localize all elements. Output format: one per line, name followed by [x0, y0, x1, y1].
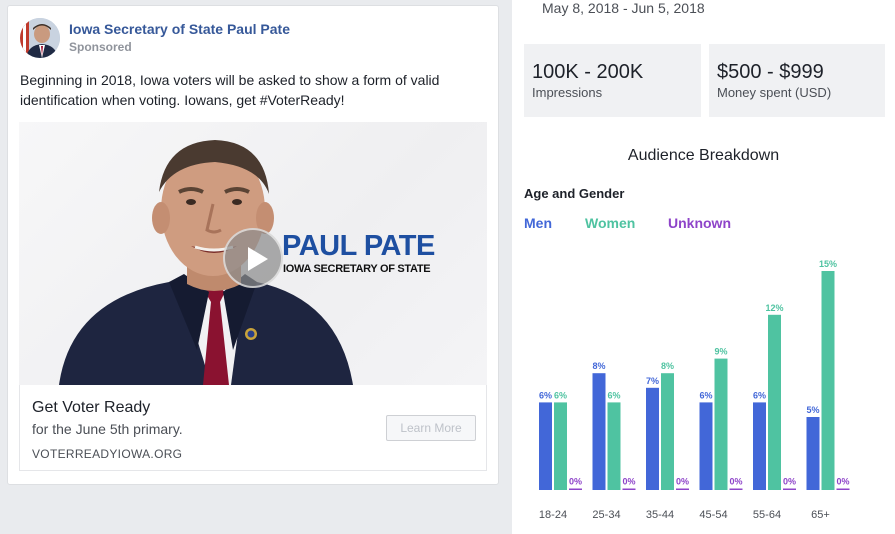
bar-label-women-65+: 15%	[819, 259, 837, 269]
bar-label-unknown-45-54: 0%	[729, 477, 742, 487]
avatar-image-icon	[20, 18, 60, 58]
x-tick-label-65+: 65+	[811, 509, 830, 521]
bar-label-women-25-34: 6%	[607, 390, 620, 400]
bar-women-45-54[interactable]	[714, 358, 728, 490]
bar-label-women-55-64: 12%	[765, 303, 783, 313]
x-tick-label-25-34: 25-34	[592, 509, 620, 521]
bar-women-65+[interactable]	[821, 271, 835, 490]
bar-label-women-45-54: 9%	[714, 347, 727, 357]
cta-subtitle: for the June 5th primary.	[32, 421, 183, 437]
age-gender-chart: 6% 6%0%18-248%6%0%25-347%8%0%35-446%9%0%4…	[539, 259, 850, 521]
bar-label-men-55-64: 6%	[753, 390, 766, 400]
bar-women-55-64[interactable]	[768, 314, 781, 490]
money-spent-value: $500 - $999	[717, 61, 824, 83]
bar-label-unknown-35-44: 0%	[676, 477, 689, 487]
bar-label-men-45-54: 6%	[699, 390, 712, 400]
impressions-box: 100K - 200K Impressions	[524, 44, 701, 117]
legend-men[interactable]: Men	[524, 215, 552, 231]
bar-men-35-44[interactable]	[646, 387, 659, 490]
x-tick-label-18-24: 18-24	[539, 509, 567, 521]
learn-more-button[interactable]: Learn More	[386, 415, 476, 441]
cta-box[interactable]: Get Voter Ready for the June 5th primary…	[19, 385, 487, 471]
bar-men-45-54[interactable]	[699, 402, 713, 490]
impressions-value: 100K - 200K	[532, 61, 644, 83]
bar-men-25-34[interactable]	[592, 373, 606, 490]
audience-breakdown-title: Audience Breakdown	[627, 147, 780, 164]
cta-url: VOTERREADYIOWA.ORG	[32, 447, 183, 461]
video-overlay-title: IOWA SECRETARY OF STATE	[283, 263, 431, 275]
bar-label-men-65+: 5%	[806, 405, 819, 415]
ad-body-text: Beginning in 2018, Iowa voters will be a…	[20, 72, 440, 108]
bar-label-men-18-24: 6%	[539, 390, 552, 400]
bar-label-unknown-25-34: 0%	[622, 477, 635, 487]
money-spent-box: $500 - $999 Money spent (USD)	[709, 44, 885, 117]
bar-women-25-34[interactable]	[607, 402, 621, 490]
bar-men-18-24[interactable]	[539, 402, 552, 490]
money-spent-label: Money spent (USD)	[717, 85, 832, 100]
bar-label-unknown-55-64: 0%	[783, 477, 796, 487]
ad-card: Iowa Secretary of State Paul Pate Sponso…	[7, 5, 499, 485]
bar-men-65+[interactable]	[806, 417, 820, 490]
legend-unknown[interactable]: Unknown	[668, 215, 731, 231]
bar-women-18-24[interactable]	[554, 402, 567, 490]
ad-video[interactable]: PAUL PATE IOWA SECRETARY OF STATE	[19, 122, 487, 385]
bar-label-men-25-34: 8%	[592, 361, 605, 371]
bar-unknown-25-34[interactable]	[622, 488, 636, 491]
page-name-link[interactable]: Iowa Secretary of State Paul Pate	[69, 21, 290, 37]
x-tick-label-45-54: 45-54	[699, 509, 727, 521]
impressions-label: Impressions	[532, 85, 603, 100]
bar-unknown-65+[interactable]	[836, 488, 850, 491]
bar-unknown-18-24[interactable]	[569, 488, 582, 491]
ad-header: Iowa Secretary of State Paul Pate Sponso…	[20, 18, 480, 58]
bar-label-women-35-44: 8%	[661, 361, 674, 371]
bar-label-women-18-24: 6%	[554, 390, 567, 400]
play-button-icon[interactable]	[223, 228, 283, 288]
video-overlay-name: PAUL PATE	[282, 230, 435, 262]
ad-insights-panel: May 8, 2018 - Jun 5, 2018 100K - 200K Im…	[512, 0, 895, 534]
legend-women[interactable]: Women	[585, 215, 636, 231]
bar-label-unknown-65+: 0%	[836, 477, 849, 487]
bar-unknown-45-54[interactable]	[729, 488, 743, 491]
age-gender-title: Age and Gender	[524, 186, 625, 201]
bar-unknown-55-64[interactable]	[783, 488, 796, 491]
bar-women-35-44[interactable]	[661, 373, 674, 490]
page-avatar[interactable]	[20, 18, 60, 58]
bar-men-55-64[interactable]	[753, 402, 766, 490]
bar-label-unknown-18-24: 0%	[569, 477, 582, 487]
cta-headline: Get Voter Ready	[32, 399, 151, 416]
date-range: May 8, 2018 - Jun 5, 2018	[542, 0, 705, 16]
x-tick-label-55-64: 55-64	[753, 509, 781, 521]
sponsored-label: Sponsored	[69, 40, 132, 54]
bar-label-men-35-44: 7%	[646, 376, 659, 386]
x-tick-label-35-44: 35-44	[646, 509, 674, 521]
bar-unknown-35-44[interactable]	[676, 488, 689, 491]
